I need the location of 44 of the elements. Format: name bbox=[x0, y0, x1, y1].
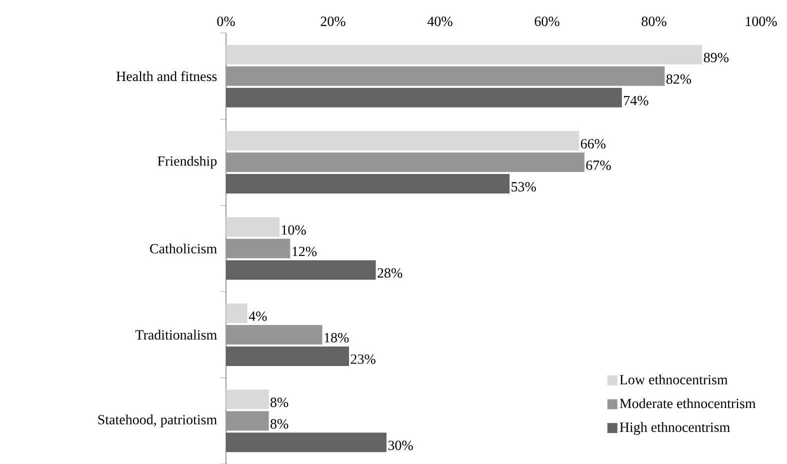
data-label: 74% bbox=[624, 96, 648, 106]
bar bbox=[226, 152, 584, 172]
data-label: 10% bbox=[282, 225, 306, 235]
y-tick-label: Friendship bbox=[158, 156, 217, 169]
data-label: 89% bbox=[704, 52, 729, 62]
data-label: 66% bbox=[580, 139, 606, 149]
bar bbox=[226, 324, 322, 344]
bar bbox=[226, 174, 510, 194]
data-label: 82% bbox=[666, 74, 692, 84]
data-label: 28% bbox=[378, 268, 402, 278]
data-label: 23% bbox=[350, 354, 376, 364]
data-label: 53% bbox=[512, 182, 536, 192]
bar bbox=[226, 131, 580, 151]
x-tick-label: 80% bbox=[642, 16, 666, 26]
y-tick-label: Health and fitness bbox=[116, 71, 217, 82]
x-tick-label: 0% bbox=[217, 16, 235, 26]
data-label: 8% bbox=[270, 419, 288, 429]
bar bbox=[226, 238, 290, 258]
data-label: 30% bbox=[388, 440, 413, 450]
bar bbox=[226, 411, 269, 431]
bar bbox=[226, 303, 248, 323]
x-tick-label: 60% bbox=[534, 16, 560, 26]
bar bbox=[226, 66, 665, 86]
y-tick-label: Statehood, patriotism bbox=[98, 414, 217, 428]
x-tick-label: 40% bbox=[427, 16, 452, 26]
y-tick-label: Catholicism bbox=[150, 244, 217, 254]
legend-label: High ethnocentrism bbox=[620, 422, 730, 435]
x-tick-label: 20% bbox=[320, 16, 346, 26]
bar bbox=[226, 346, 350, 366]
x-tick-label: 100% bbox=[746, 16, 777, 26]
bar bbox=[226, 432, 387, 452]
legend-label: Low ethnocentrism bbox=[620, 374, 728, 384]
data-label: 8% bbox=[270, 398, 288, 408]
legend-label: Moderate ethnocentrism bbox=[620, 398, 756, 408]
data-label: 18% bbox=[324, 332, 349, 342]
data-label: 67% bbox=[586, 160, 611, 170]
bar bbox=[226, 260, 376, 280]
bar bbox=[226, 44, 702, 64]
data-label: 4% bbox=[248, 311, 267, 321]
bar bbox=[226, 217, 280, 237]
bar bbox=[226, 390, 269, 410]
y-tick-label: Traditionalism bbox=[135, 330, 217, 340]
bar bbox=[226, 88, 622, 108]
data-label: 12% bbox=[292, 246, 317, 256]
